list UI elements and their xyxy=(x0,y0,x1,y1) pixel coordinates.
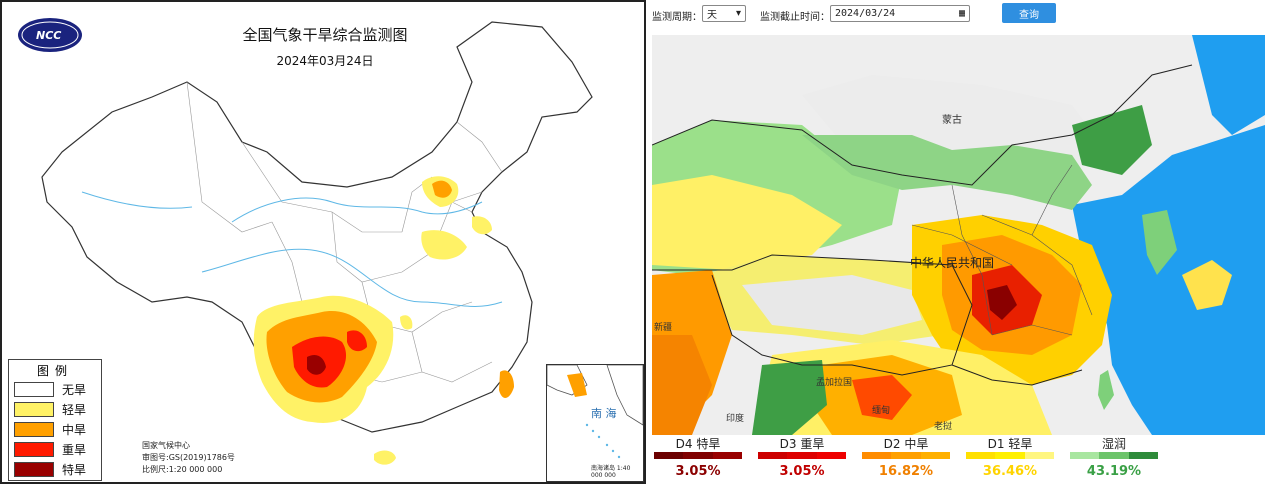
drought-map-panel: 全国气象干旱综合监测图 2024年03月24日 NCC 图例 无旱轻旱中旱重旱特… xyxy=(0,0,646,484)
south-china-sea-inset: 南 海 南海诸岛 1:40 000 000 xyxy=(546,364,644,482)
period-select[interactable]: 天 ▾ xyxy=(702,5,746,22)
legend-item: 中旱 xyxy=(9,419,101,439)
category-color-bar xyxy=(862,452,950,459)
label-xinjiang: 新疆 xyxy=(654,321,672,333)
category-color-bar xyxy=(654,452,742,459)
legend-item: 重旱 xyxy=(9,439,101,459)
legend-label: 无旱 xyxy=(62,382,87,397)
label-india: 印度 xyxy=(726,412,744,424)
legend-swatch xyxy=(14,401,54,417)
legend-label: 轻旱 xyxy=(62,402,87,417)
category-percent: 36.46% xyxy=(982,464,1038,479)
legend-swatch xyxy=(14,441,54,457)
drought-areas xyxy=(253,176,514,465)
drought-category-summary: D4 特旱 3.05% D3 重旱 3.05% D2 中旱 16.82% D1 轻旱 36.4… xyxy=(648,436,1269,484)
credit-line: 审图号:GS(2019)1786号 xyxy=(142,453,235,462)
category-color-bar xyxy=(966,452,1054,459)
query-button[interactable]: 查询 xyxy=(1002,3,1056,23)
legend-swatch xyxy=(14,461,54,477)
legend-label: 中旱 xyxy=(62,422,87,437)
category-2: D3 重旱 3.05% xyxy=(752,436,852,479)
query-toolbar: 监测周期： 天 ▾ 监测截止时间： 2024/03/24 ▦ 查询 xyxy=(648,0,1269,28)
chevron-down-icon: ▾ xyxy=(735,8,741,19)
category-4: D1 轻旱 36.46% xyxy=(960,436,1060,479)
date-value: 2024/03/24 xyxy=(835,8,896,19)
period-label: 监测周期： xyxy=(652,12,702,23)
credit-line: 比例尺:1:20 000 000 xyxy=(142,465,223,474)
map-title: 全国气象干旱综合监测图 xyxy=(242,26,408,44)
rivers xyxy=(81,191,503,307)
date-label: 监测截止时间： xyxy=(760,12,830,23)
province-borders xyxy=(911,164,1093,336)
label-myanmar: 缅甸 xyxy=(872,404,890,416)
ncc-logo xyxy=(18,18,82,52)
map-legend: 图例 无旱轻旱中旱重旱特旱 xyxy=(8,359,102,481)
label-china: 中华人民共和国 xyxy=(910,255,994,270)
legend-label: 特旱 xyxy=(62,462,87,477)
label-laos: 老挝 xyxy=(934,420,952,432)
label-bangladesh: 孟加拉国 xyxy=(816,376,852,388)
inset-map xyxy=(547,365,643,459)
category-name: D1 轻旱 xyxy=(987,437,1033,451)
period-value: 天 xyxy=(707,10,717,21)
category-color-bar xyxy=(758,452,846,459)
category-name: 湿润 xyxy=(1101,437,1126,451)
category-5: 湿润 43.19% xyxy=(1064,436,1164,479)
inset-footer: 南海诸岛 1:40 000 000 xyxy=(591,465,631,479)
category-color-bar xyxy=(1070,452,1158,459)
legend-swatch xyxy=(14,381,54,397)
category-percent: 16.82% xyxy=(878,464,934,479)
category-name: D3 重旱 xyxy=(779,437,825,451)
category-percent: 3.05% xyxy=(675,464,721,479)
country-borders xyxy=(652,64,1193,386)
china-outline-map xyxy=(18,18,593,465)
category-name: D2 中旱 xyxy=(883,437,929,451)
category-percent: 3.05% xyxy=(779,464,825,479)
sea-area xyxy=(1072,125,1265,435)
legend-label: 重旱 xyxy=(62,442,87,457)
category-name: D4 特旱 xyxy=(675,437,721,451)
calendar-icon: ▦ xyxy=(958,8,965,19)
inset-label: 南 海 xyxy=(591,407,617,420)
category-1: D4 特旱 3.05% xyxy=(648,436,748,479)
map-credits: 国家气候中心 审图号:GS(2019)1786号 比例尺:1:20 000 00… xyxy=(142,440,235,476)
china-border xyxy=(41,21,593,433)
legend-item: 特旱 xyxy=(9,459,101,479)
legend-item: 无旱 xyxy=(9,379,101,399)
legend-swatch xyxy=(14,421,54,437)
credit-line: 国家气候中心 xyxy=(142,441,190,450)
map-date: 2024年03月24日 xyxy=(276,54,374,68)
drought-monitor-panel: 监测周期： 天 ▾ 监测截止时间： 2024/03/24 ▦ 查询 xyxy=(648,0,1269,484)
drought-raster-map: 蒙古 中华人民共和国 新疆 印度 孟加拉国 缅甸 老挝 xyxy=(652,35,1265,435)
label-mongolia: 蒙古 xyxy=(942,113,962,126)
logo-text: NCC xyxy=(36,29,62,42)
date-input[interactable]: 2024/03/24 ▦ xyxy=(830,5,970,22)
legend-item: 轻旱 xyxy=(9,399,101,419)
legend-title: 图例 xyxy=(36,364,73,378)
category-percent: 43.19% xyxy=(1086,464,1142,479)
category-3: D2 中旱 16.82% xyxy=(856,436,956,479)
